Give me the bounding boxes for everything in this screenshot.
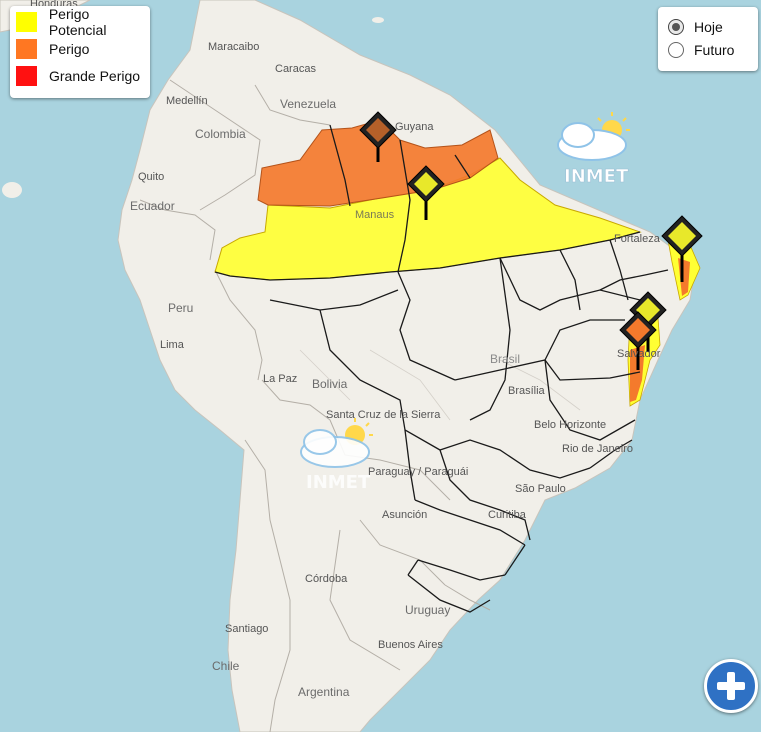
legend-label: Perigo (49, 41, 90, 57)
legend-item: Grande Perigo (16, 66, 140, 86)
island (372, 17, 384, 23)
alert-legend: Perigo Potencial Perigo Grande Perigo (10, 6, 150, 98)
island (2, 182, 22, 198)
period-selector: Hoje Futuro (658, 7, 758, 71)
place-label: Manaus (355, 209, 395, 221)
place-label: Curitiba (488, 509, 527, 521)
place-label: Colombia (195, 127, 246, 141)
warning-diamond-icon[interactable] (359, 111, 397, 162)
place-label: Rio de Janeiro (562, 443, 633, 455)
place-label: Paraguay / Paraguái (368, 466, 468, 478)
place-label: Córdoba (305, 573, 348, 585)
radio-label: Hoje (694, 19, 723, 35)
place-label: Asunción (382, 509, 427, 521)
radio-hoje[interactable]: Hoje (668, 17, 723, 37)
place-label: Santiago (225, 623, 268, 635)
place-label: Brasília (508, 385, 546, 397)
watermark-text: INMET (306, 472, 371, 493)
legend-swatch (16, 66, 37, 86)
place-label: Maracaibo (208, 41, 259, 53)
legend-item: Perigo (16, 39, 89, 59)
radio-button[interactable] (668, 42, 684, 58)
legend-swatch (16, 12, 37, 32)
place-label: Salvador (617, 348, 661, 360)
place-label: São Paulo (515, 483, 566, 495)
place-label: Santa Cruz de la Sierra (326, 409, 441, 421)
place-label: Medellín (166, 95, 208, 107)
radio-button-selected[interactable] (668, 19, 684, 35)
place-label: Chile (212, 659, 240, 673)
place-label: Buenos Aires (378, 639, 443, 651)
place-label: Peru (168, 301, 193, 315)
legend-swatch (16, 39, 37, 59)
place-label: Guyana (395, 121, 434, 133)
place-label: Belo Horizonte (534, 419, 606, 431)
warning-diamond-icon[interactable] (619, 311, 657, 370)
watermark-text: INMET (564, 166, 629, 187)
place-label: Uruguay (405, 603, 450, 617)
place-label: La Paz (263, 373, 297, 385)
radio-label: Futuro (694, 42, 735, 58)
place-label: Lima (160, 339, 185, 351)
place-label: Argentina (298, 685, 350, 699)
place-label: Fortaleza (614, 233, 661, 245)
place-label: Venezuela (280, 97, 336, 111)
legend-label: Perigo Potencial (48, 6, 107, 38)
legend-item: Perigo Potencial (16, 6, 150, 38)
sun-cloud-icon (557, 112, 630, 161)
place-label: Ecuador (130, 199, 175, 213)
place-label: Caracas (275, 63, 316, 75)
place-label: Honduras (30, 0, 78, 10)
sun-cloud-icon (300, 418, 373, 468)
alert-zone-perigo (630, 345, 645, 402)
plus-icon (717, 682, 745, 690)
place-label: Bolivia (312, 377, 348, 391)
zoom-in-button[interactable] (704, 659, 758, 713)
legend-label: Grande Perigo (49, 68, 141, 84)
warning-diamond-icon[interactable] (407, 165, 445, 220)
place-label: Quito (138, 171, 164, 183)
radio-futuro[interactable]: Futuro (668, 40, 734, 60)
place-label: Brasil (490, 352, 520, 366)
warning-diamond-icon[interactable] (661, 215, 703, 282)
